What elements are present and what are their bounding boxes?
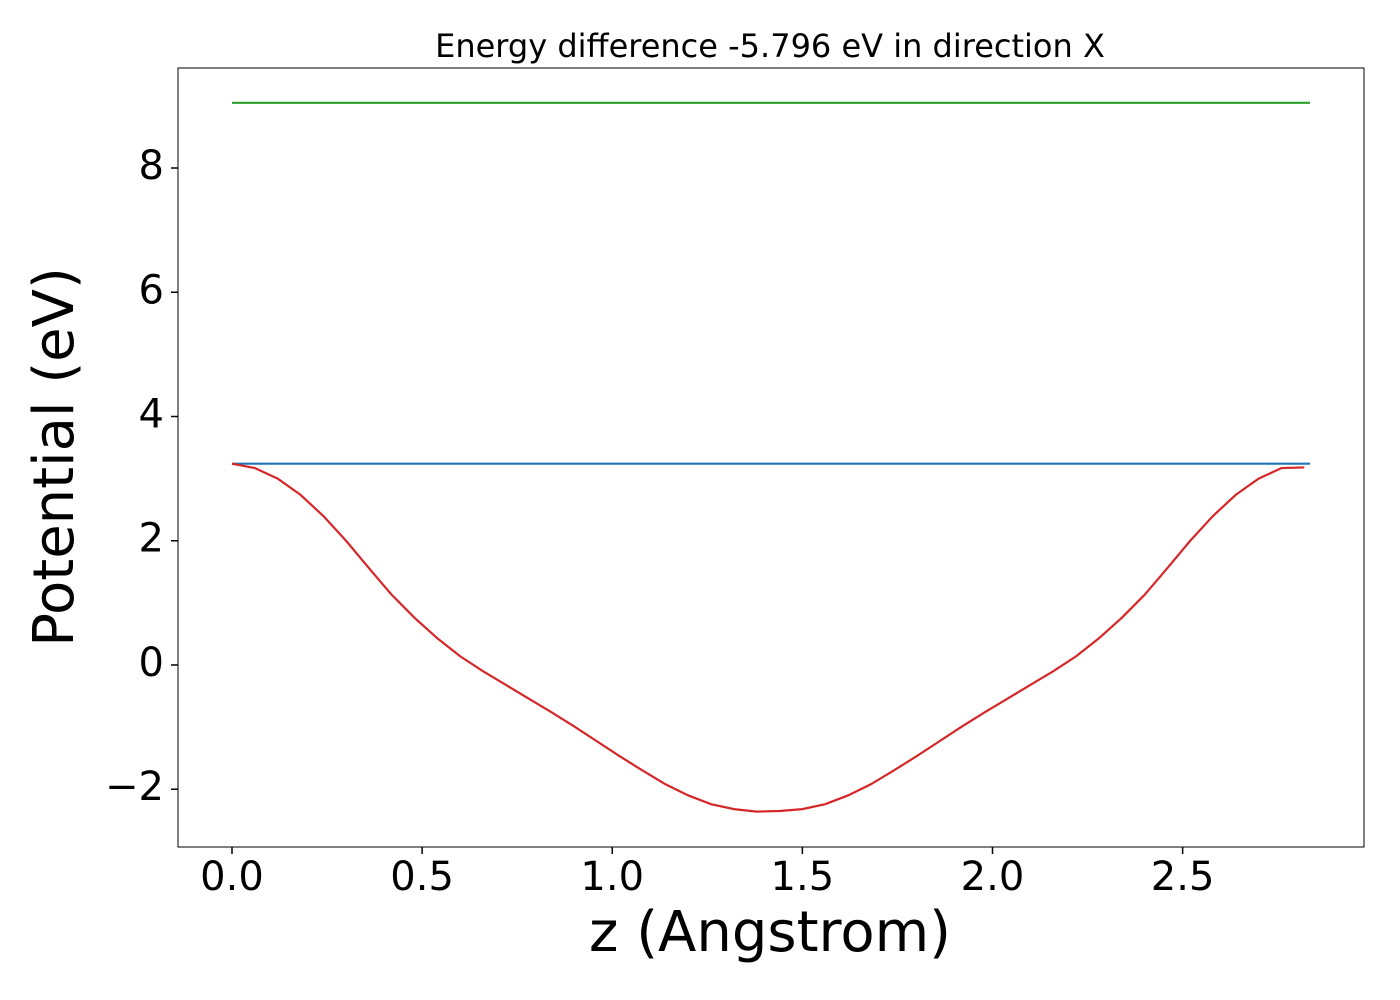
y-tick-label: 2: [139, 516, 164, 562]
y-tick-label: −2: [105, 764, 164, 810]
chart-title: Energy difference -5.796 eV in direction…: [435, 27, 1105, 65]
x-tick-label: 0.0: [200, 854, 264, 900]
y-tick-label: 6: [139, 267, 164, 313]
y-tick-label: 8: [139, 143, 164, 189]
plot-frame: [177, 67, 1365, 848]
x-tick-label: 2.0: [961, 854, 1025, 900]
x-tick-label: 2.5: [1151, 854, 1215, 900]
x-tick-label: 0.5: [390, 854, 454, 900]
data-line: [231, 462, 1305, 813]
y-tick-label: 0: [139, 640, 164, 686]
y-tick-label: 4: [139, 392, 164, 438]
x-axis-label: z (Angstrom): [589, 900, 951, 965]
x-tick-label: 1.0: [580, 854, 644, 900]
y-axis-label: Potential (eV): [22, 267, 87, 647]
x-tick-label: 1.5: [771, 854, 835, 900]
